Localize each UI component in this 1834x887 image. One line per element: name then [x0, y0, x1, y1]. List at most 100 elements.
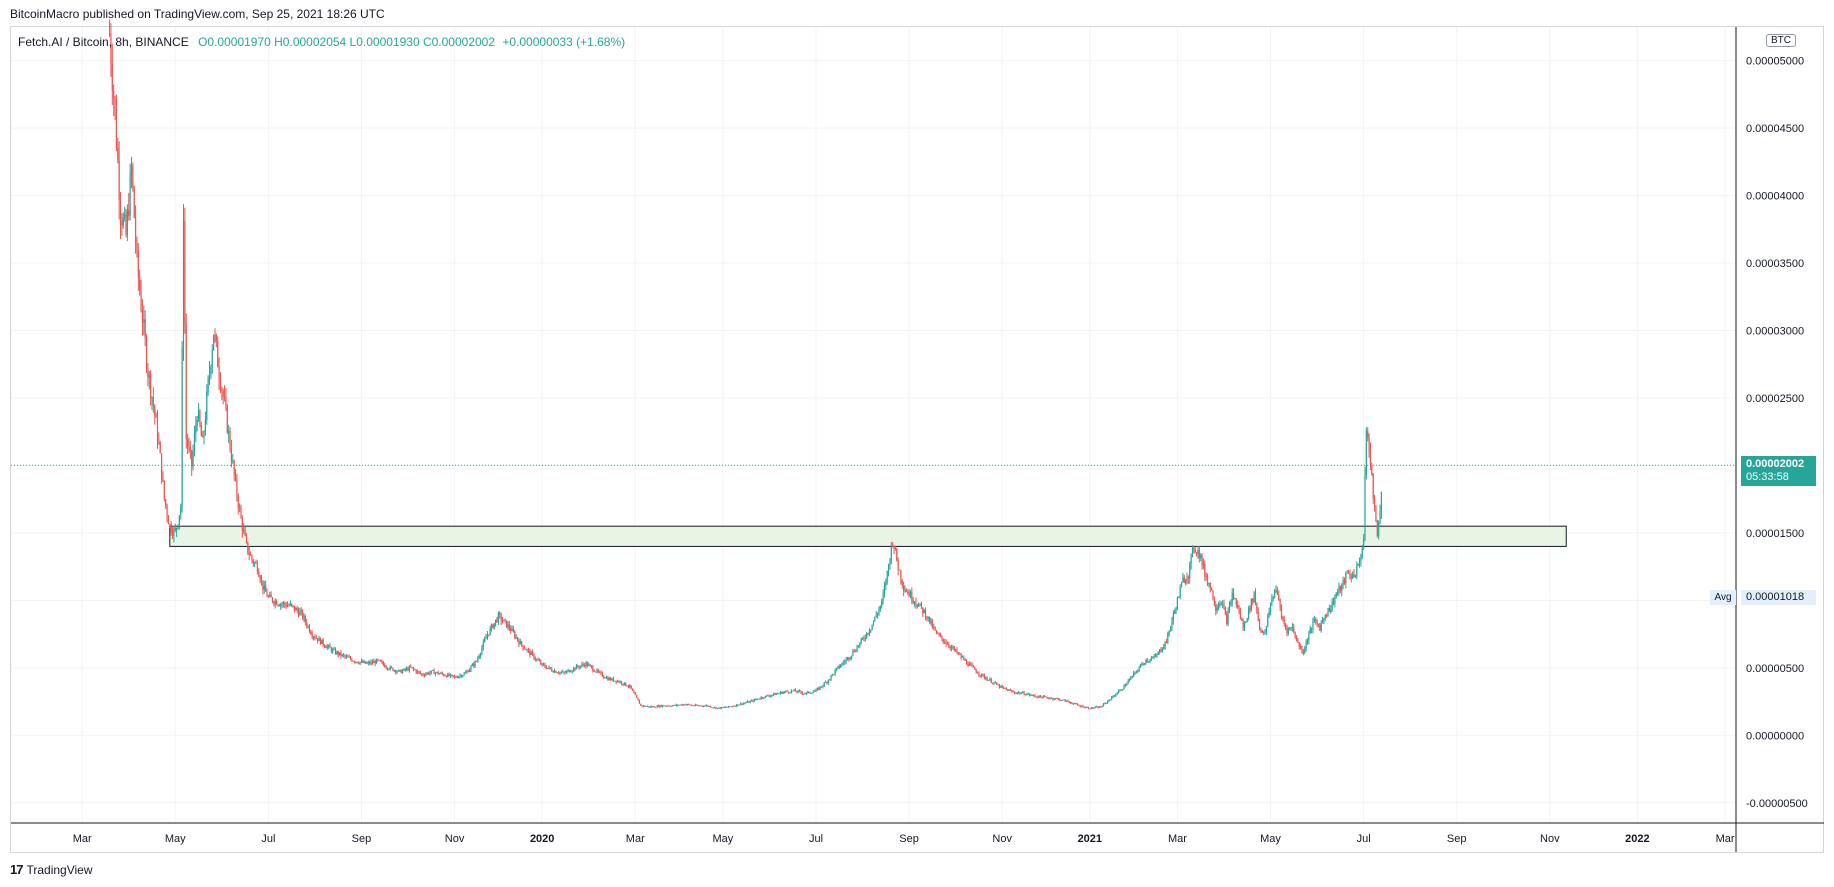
candle-body — [790, 690, 792, 693]
candle-body — [820, 686, 823, 688]
candle-body — [1368, 437, 1370, 452]
candle-body — [482, 641, 484, 648]
candle-body — [1224, 607, 1226, 614]
candle-body — [778, 693, 780, 695]
candle-body — [1239, 610, 1242, 619]
candle-body — [604, 677, 606, 679]
candle-body — [1278, 594, 1280, 600]
candle-body — [1310, 628, 1313, 630]
candle-body — [1139, 664, 1142, 668]
y-tick-label: -0.00000500 — [1746, 798, 1808, 810]
currency-badge[interactable]: BTC — [1766, 34, 1796, 47]
candle-body — [1341, 584, 1343, 591]
candle-body — [1009, 689, 1012, 691]
candle-body — [707, 705, 709, 707]
candle-body — [1226, 613, 1228, 625]
candle-body — [981, 673, 983, 676]
candle-body — [1324, 614, 1326, 619]
candle-body — [683, 704, 686, 706]
candle-body — [118, 159, 120, 201]
candle-body — [490, 624, 493, 629]
candle-body — [636, 695, 638, 698]
candle-body — [193, 434, 196, 452]
candle-body — [147, 368, 149, 378]
candle-body — [793, 689, 795, 691]
candle-body — [918, 604, 920, 607]
candle-body — [716, 708, 719, 709]
candle-body — [955, 649, 957, 651]
candle-body — [210, 366, 212, 373]
candle-body — [392, 667, 394, 671]
candle-body — [445, 675, 447, 677]
candle-body — [526, 649, 528, 651]
symbol-name[interactable]: Fetch.AI / Bitcoin, 8h, BINANCE — [18, 35, 189, 49]
candle-body — [1046, 697, 1048, 698]
candle-body — [155, 415, 157, 418]
candle-body — [1057, 698, 1059, 700]
candle-body — [351, 659, 353, 662]
candle-body — [173, 528, 175, 536]
candle-body — [1308, 633, 1310, 642]
candle-body — [803, 693, 805, 695]
candle-body — [763, 697, 765, 699]
candle-body — [356, 661, 358, 663]
candle-body — [1026, 694, 1028, 695]
candle-body — [1245, 621, 1247, 623]
candle-body — [125, 214, 127, 235]
candle-body — [1090, 707, 1092, 710]
y-tick-label: 0.00001500 — [1746, 528, 1804, 540]
candle-body — [1313, 619, 1315, 621]
x-tick-label: Jul — [1357, 833, 1371, 845]
candle-body — [755, 699, 757, 701]
candle-body — [574, 667, 576, 670]
candle-body — [443, 674, 445, 676]
candle-body — [1004, 687, 1006, 689]
symbol-legend[interactable]: Fetch.AI / Bitcoin, 8h, BINANCE O0.00001… — [18, 35, 625, 49]
candle-body — [518, 640, 520, 645]
candle-body — [340, 652, 342, 656]
candle-body — [662, 705, 664, 707]
candle-body — [529, 650, 531, 655]
candle-body — [808, 691, 810, 694]
candle-body — [404, 668, 406, 670]
candle-body — [775, 693, 777, 695]
candle-body — [1085, 707, 1087, 709]
candle-body — [1284, 623, 1287, 628]
candle-body — [234, 474, 237, 479]
y-tick-label: 0.00004500 — [1746, 123, 1804, 135]
candle-body — [649, 706, 651, 708]
candle-body — [1105, 702, 1107, 704]
candle-body — [1254, 591, 1257, 604]
candle-body — [418, 671, 420, 673]
candle-body — [1263, 632, 1265, 633]
candle-body — [508, 624, 510, 629]
candle-body — [273, 601, 275, 604]
candle-body — [1354, 575, 1357, 577]
candle-body — [748, 701, 750, 703]
candle-body — [863, 638, 865, 640]
candle-body — [811, 692, 813, 694]
candle-body — [134, 217, 137, 243]
candle-body — [923, 609, 925, 613]
candle-body — [1071, 703, 1073, 705]
candle-body — [317, 638, 319, 641]
candle-body — [719, 707, 721, 709]
candle-body — [867, 633, 869, 634]
candle-body — [800, 691, 802, 693]
candle-body — [484, 639, 486, 642]
candle-body — [501, 621, 504, 622]
candle-body — [337, 651, 339, 655]
candle-body — [660, 705, 662, 707]
candle-body — [343, 654, 345, 656]
candle-body — [838, 666, 840, 668]
candle-body — [544, 664, 546, 668]
candle-body — [542, 663, 545, 665]
candle-body — [1034, 695, 1036, 697]
candle-body — [270, 594, 272, 598]
candle-body — [924, 609, 927, 618]
candle-body — [849, 657, 851, 660]
footer-branding[interactable]: 17 TradingView — [10, 862, 93, 877]
candle-body — [720, 707, 723, 709]
candle-body — [856, 646, 858, 652]
